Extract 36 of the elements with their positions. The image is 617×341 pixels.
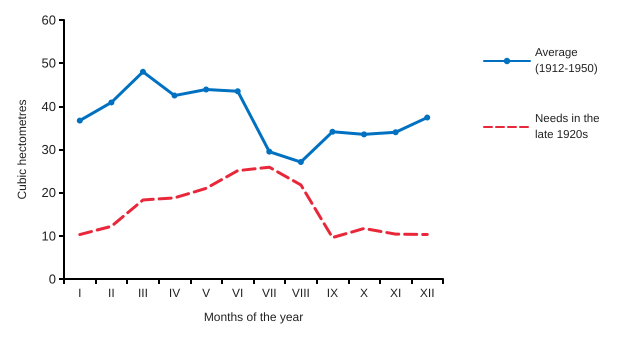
x-tick-label: V [202,286,210,300]
x-tick-label: XII [420,286,435,300]
x-tick-label: IV [168,286,180,300]
x-tick-label: II [108,286,115,300]
point [108,99,114,106]
x-tick-label: X [360,286,368,300]
y-tick-label: 40 [42,98,56,114]
y-tick-label: 0 [48,272,56,286]
x-tick-label: VIII [292,286,310,300]
x-tick-label: VII [262,286,277,300]
y-tick-label: 20 [42,185,56,200]
y-axis-title: Cubic hectometres [15,99,29,200]
point [329,128,336,135]
point [234,88,241,94]
point [203,86,210,92]
point [172,92,178,99]
x-tick-label: I [78,286,82,300]
legend-label: Needs in the late 1920s [535,113,603,141]
point [266,148,272,155]
point [424,114,430,121]
line-series [78,166,429,240]
point [298,159,304,166]
legend-label: Average (1912-1950) [535,47,598,75]
y-tick-label: 10 [42,228,56,244]
point [392,129,399,136]
x-tick-label: IX [326,286,338,300]
x-axis-title: Months of the year [204,310,304,324]
point [76,118,83,124]
x-tick-label: VI [232,286,244,300]
y-tick-label: 30 [42,142,56,157]
x-tick-label: III [138,286,148,300]
point [140,68,146,75]
y-tick-label: 50 [42,56,56,71]
x-tick-label: XI [390,286,402,300]
y-tick-label: 60 [42,12,56,28]
point [361,131,368,138]
